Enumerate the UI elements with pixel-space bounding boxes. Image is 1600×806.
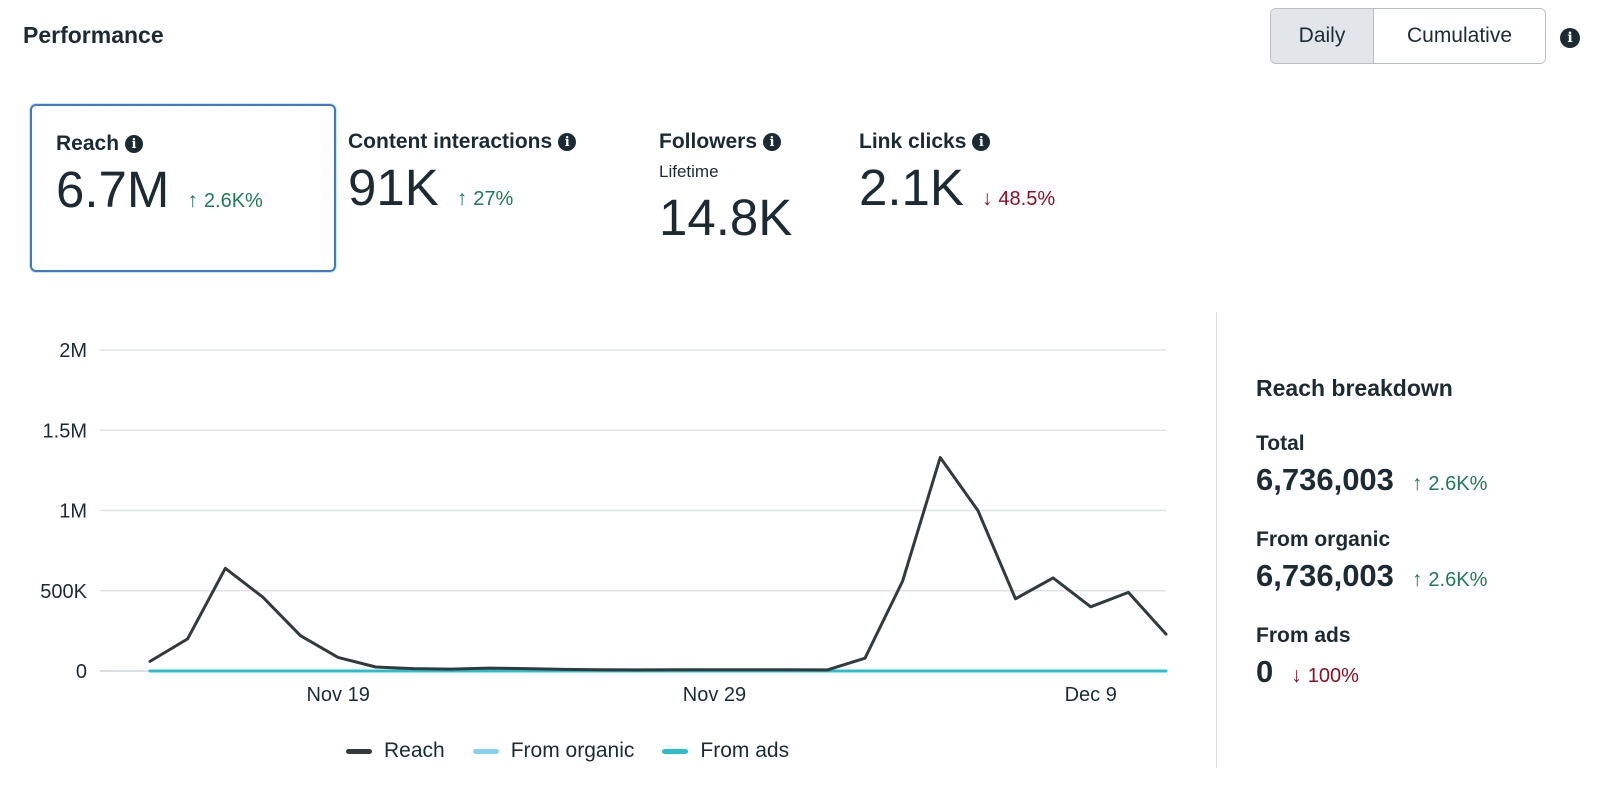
divider [1216, 312, 1217, 768]
arrow-up-icon: ↑ [456, 187, 468, 210]
kpi-delta-text: 2.6K% [203, 189, 263, 212]
kpi-sublabel: Lifetime [659, 162, 719, 181]
y-tick-label: 1.5M [43, 420, 87, 442]
breakdown-organic: From organic 6,736,003 ↑ 2.6K% [1256, 528, 1487, 594]
arrow-down-icon: ↓ [981, 187, 993, 210]
reach-breakdown-panel: Reach breakdown Total 6,736,003 ↑ 2.6K% … [1256, 375, 1487, 690]
kpi-value: 2.1K [859, 159, 964, 216]
y-tick-label: 500K [40, 581, 87, 603]
kpi-label-text: Link clicks [859, 130, 967, 153]
daily-toggle-button[interactable]: Daily [1271, 9, 1374, 63]
legend-swatch-ads [662, 748, 689, 754]
breakdown-delta-text: 2.6K% [1428, 568, 1488, 591]
view-toggle: Daily Cumulative [1270, 8, 1546, 64]
info-icon[interactable]: i [558, 133, 577, 151]
legend-label: From ads [700, 739, 790, 762]
arrow-up-icon: ↑ [1411, 568, 1423, 591]
kpi-delta-text: 27% [473, 187, 514, 210]
cumulative-toggle-button[interactable]: Cumulative [1374, 9, 1545, 63]
page-title: Performance [23, 22, 164, 48]
breakdown-delta-text: 100% [1307, 664, 1359, 687]
legend-item-ads[interactable]: From ads [662, 739, 789, 763]
breakdown-ads: From ads 0 ↓ 100% [1256, 624, 1487, 690]
breakdown-delta: ↓ 100% [1291, 664, 1359, 688]
breakdown-delta: ↑ 2.6K% [1412, 568, 1487, 592]
breakdown-value: 0 [1256, 654, 1274, 689]
info-icon[interactable]: i [763, 133, 782, 151]
reach-chart[interactable]: 0 500K 1M 1.5M 2M Nov 19 Nov 29 Dec 9 [0, 320, 1190, 780]
kpi-label-reach: Reach i [56, 132, 310, 156]
kpi-label-text: Reach [56, 132, 120, 155]
y-tick-label: 0 [76, 661, 87, 683]
chart-svg[interactable]: 0 500K 1M 1.5M 2M Nov 19 Nov 29 Dec 9 [0, 320, 1190, 730]
kpi-card-reach[interactable]: Reach i 6.7M ↑ 2.6K% [30, 104, 336, 272]
kpi-label-content-interactions: Content interactions i [348, 130, 577, 154]
kpi-label-followers: Followers i [659, 130, 792, 154]
kpi-card-link-clicks[interactable]: Link clicks i 2.1K ↓ 48.5% [859, 130, 1055, 213]
kpi-value: 91K [348, 159, 439, 216]
legend-item-reach[interactable]: Reach [346, 739, 445, 763]
legend-label: From organic [510, 739, 635, 762]
breakdown-label: From ads [1256, 624, 1351, 647]
breakdown-label: Total [1256, 432, 1305, 455]
legend-label: Reach [384, 739, 445, 762]
kpi-delta: ↑ 2.6K% [187, 189, 262, 213]
kpi-delta-text: 48.5% [998, 187, 1056, 210]
x-tick-label: Dec 9 [1065, 684, 1117, 706]
x-tick-label: Nov 29 [683, 684, 746, 706]
kpi-delta: ↑ 27% [457, 187, 514, 211]
info-icon[interactable]: i [972, 133, 991, 151]
kpi-card-content-interactions[interactable]: Content interactions i 91K ↑ 27% [348, 130, 577, 216]
kpi-value: 14.8K [659, 189, 793, 246]
kpi-card-followers[interactable]: Followers i Lifetime 14.8K [659, 130, 792, 243]
kpi-label-link-clicks: Link clicks i [859, 130, 1055, 154]
arrow-up-icon: ↑ [1411, 472, 1423, 495]
kpi-label-text: Content interactions [348, 130, 553, 153]
breakdown-value: 6,736,003 [1256, 558, 1394, 593]
y-tick-label: 1M [59, 501, 87, 523]
breakdown-total: Total 6,736,003 ↑ 2.6K% [1256, 432, 1487, 498]
breakdown-label: From organic [1256, 528, 1391, 551]
kpi-value: 6.7M [56, 161, 170, 218]
x-tick-label: Nov 19 [306, 684, 369, 706]
breakdown-value: 6,736,003 [1256, 462, 1394, 497]
legend-swatch-reach [346, 748, 372, 754]
breakdown-delta: ↑ 2.6K% [1412, 472, 1487, 496]
kpi-label-text: Followers [659, 130, 758, 153]
legend-swatch-organic [472, 748, 499, 754]
breakdown-title: Reach breakdown [1256, 375, 1453, 401]
chart-legend: Reach From organic From ads [346, 739, 789, 763]
y-tick-label: 2M [59, 340, 87, 362]
breakdown-delta-text: 2.6K% [1428, 472, 1488, 495]
legend-item-organic[interactable]: From organic [472, 739, 635, 763]
info-icon[interactable]: i [1560, 28, 1580, 48]
kpi-delta: ↓ 48.5% [982, 187, 1055, 211]
arrow-up-icon: ↑ [187, 189, 198, 212]
series-line-reach [148, 456, 1168, 672]
info-icon[interactable]: i [125, 135, 144, 153]
arrow-down-icon: ↓ [1291, 664, 1302, 687]
